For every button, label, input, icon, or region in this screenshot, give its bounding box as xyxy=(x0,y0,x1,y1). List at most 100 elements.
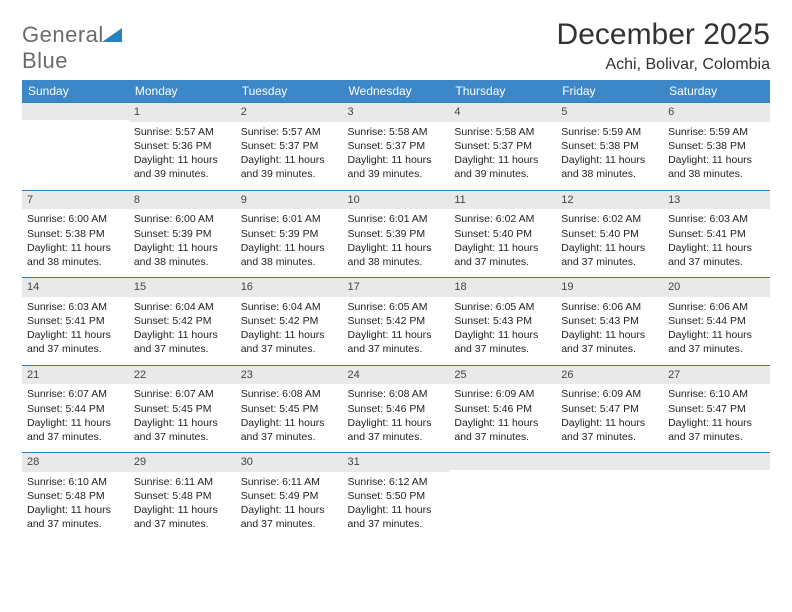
sunrise-line: Sunrise: 6:09 AM xyxy=(561,387,658,401)
day-number: 4 xyxy=(449,102,556,122)
daylight-line: Daylight: 11 hours and 37 minutes. xyxy=(348,503,445,531)
calendar-cell: 10Sunrise: 6:01 AMSunset: 5:39 PMDayligh… xyxy=(343,190,450,278)
sunset-line: Sunset: 5:36 PM xyxy=(134,139,231,153)
day-body: Sunrise: 6:01 AMSunset: 5:39 PMDaylight:… xyxy=(343,209,450,277)
calendar-week-row: 14Sunrise: 6:03 AMSunset: 5:41 PMDayligh… xyxy=(22,277,770,365)
day-number: 8 xyxy=(129,190,236,210)
sunset-line: Sunset: 5:45 PM xyxy=(241,402,338,416)
day-body: Sunrise: 5:58 AMSunset: 5:37 PMDaylight:… xyxy=(449,122,556,190)
day-body: Sunrise: 6:11 AMSunset: 5:48 PMDaylight:… xyxy=(129,472,236,540)
day-body: Sunrise: 6:12 AMSunset: 5:50 PMDaylight:… xyxy=(343,472,450,540)
sunrise-line: Sunrise: 6:00 AM xyxy=(134,212,231,226)
sunset-line: Sunset: 5:46 PM xyxy=(348,402,445,416)
day-body: Sunrise: 6:10 AMSunset: 5:47 PMDaylight:… xyxy=(663,384,770,452)
calendar-cell: 15Sunrise: 6:04 AMSunset: 5:42 PMDayligh… xyxy=(129,277,236,365)
daylight-line: Daylight: 11 hours and 38 minutes. xyxy=(561,153,658,181)
sunrise-line: Sunrise: 6:11 AM xyxy=(134,475,231,489)
day-body: Sunrise: 6:06 AMSunset: 5:43 PMDaylight:… xyxy=(556,297,663,365)
weekday-header: Sunday xyxy=(22,80,129,102)
calendar-cell xyxy=(22,102,129,190)
calendar-cell xyxy=(556,452,663,540)
calendar-cell: 20Sunrise: 6:06 AMSunset: 5:44 PMDayligh… xyxy=(663,277,770,365)
daylight-line: Daylight: 11 hours and 38 minutes. xyxy=(668,153,765,181)
day-number: 26 xyxy=(556,365,663,385)
sunset-line: Sunset: 5:50 PM xyxy=(348,489,445,503)
calendar-cell xyxy=(663,452,770,540)
calendar-cell: 28Sunrise: 6:10 AMSunset: 5:48 PMDayligh… xyxy=(22,452,129,540)
calendar-cell: 26Sunrise: 6:09 AMSunset: 5:47 PMDayligh… xyxy=(556,365,663,453)
calendar-cell: 1 Sunrise: 5:57 AMSunset: 5:36 PMDaylight… xyxy=(129,102,236,190)
sunrise-line: Sunrise: 6:02 AM xyxy=(454,212,551,226)
daylight-line: Daylight: 11 hours and 39 minutes. xyxy=(348,153,445,181)
daylight-line: Daylight: 11 hours and 39 minutes. xyxy=(134,153,231,181)
daylight-line: Daylight: 11 hours and 38 minutes. xyxy=(348,241,445,269)
weekday-header: Tuesday xyxy=(236,80,343,102)
title-block: December 2025 Achi, Bolivar, Colombia xyxy=(557,18,770,74)
sunset-line: Sunset: 5:42 PM xyxy=(134,314,231,328)
day-number: 6 xyxy=(663,102,770,122)
header: General Blue December 2025 Achi, Bolivar… xyxy=(22,18,770,74)
calendar-cell: 7Sunrise: 6:00 AMSunset: 5:38 PMDaylight… xyxy=(22,190,129,278)
sunset-line: Sunset: 5:42 PM xyxy=(348,314,445,328)
sunrise-line: Sunrise: 6:02 AM xyxy=(561,212,658,226)
calendar-cell: 19Sunrise: 6:06 AMSunset: 5:43 PMDayligh… xyxy=(556,277,663,365)
calendar-cell: 22Sunrise: 6:07 AMSunset: 5:45 PMDayligh… xyxy=(129,365,236,453)
sunset-line: Sunset: 5:48 PM xyxy=(134,489,231,503)
sunset-line: Sunset: 5:40 PM xyxy=(561,227,658,241)
logo: General Blue xyxy=(22,18,122,74)
daylight-line: Daylight: 11 hours and 37 minutes. xyxy=(134,503,231,531)
sunset-line: Sunset: 5:48 PM xyxy=(27,489,124,503)
calendar-cell: 16Sunrise: 6:04 AMSunset: 5:42 PMDayligh… xyxy=(236,277,343,365)
day-body: Sunrise: 6:03 AMSunset: 5:41 PMDaylight:… xyxy=(663,209,770,277)
daylight-line: Daylight: 11 hours and 37 minutes. xyxy=(27,328,124,356)
sunrise-line: Sunrise: 6:07 AM xyxy=(134,387,231,401)
calendar-cell: 12Sunrise: 6:02 AMSunset: 5:40 PMDayligh… xyxy=(556,190,663,278)
day-number: 12 xyxy=(556,190,663,210)
calendar-cell: 24Sunrise: 6:08 AMSunset: 5:46 PMDayligh… xyxy=(343,365,450,453)
sunrise-line: Sunrise: 6:10 AM xyxy=(27,475,124,489)
sunset-line: Sunset: 5:41 PM xyxy=(27,314,124,328)
sunrise-line: Sunrise: 6:06 AM xyxy=(668,300,765,314)
calendar-cell: 30Sunrise: 6:11 AMSunset: 5:49 PMDayligh… xyxy=(236,452,343,540)
calendar-cell: 21Sunrise: 6:07 AMSunset: 5:44 PMDayligh… xyxy=(22,365,129,453)
day-number: 25 xyxy=(449,365,556,385)
page-title: December 2025 xyxy=(557,18,770,52)
daylight-line: Daylight: 11 hours and 38 minutes. xyxy=(241,241,338,269)
day-number: 17 xyxy=(343,277,450,297)
day-body: Sunrise: 5:59 AMSunset: 5:38 PMDaylight:… xyxy=(556,122,663,190)
day-number: 3 xyxy=(343,102,450,122)
day-body: Sunrise: 6:07 AMSunset: 5:45 PMDaylight:… xyxy=(129,384,236,452)
day-number: 11 xyxy=(449,190,556,210)
day-number: 10 xyxy=(343,190,450,210)
daylight-line: Daylight: 11 hours and 37 minutes. xyxy=(241,503,338,531)
day-number: 29 xyxy=(129,452,236,472)
calendar-cell: 6Sunrise: 5:59 AMSunset: 5:38 PMDaylight… xyxy=(663,102,770,190)
day-body: Sunrise: 6:01 AMSunset: 5:39 PMDaylight:… xyxy=(236,209,343,277)
calendar-cell: 27Sunrise: 6:10 AMSunset: 5:47 PMDayligh… xyxy=(663,365,770,453)
calendar-week-row: 1Sunrise: 5:57 AMSunset: 5:36 PMDaylight… xyxy=(22,102,770,190)
day-body: Sunrise: 6:06 AMSunset: 5:44 PMDaylight:… xyxy=(663,297,770,365)
day-number: 1 xyxy=(129,102,236,122)
sunset-line: Sunset: 5:47 PM xyxy=(668,402,765,416)
weekday-header: Wednesday xyxy=(343,80,450,102)
sunrise-line: Sunrise: 5:57 AM xyxy=(134,125,231,139)
day-body: Sunrise: 6:10 AMSunset: 5:48 PMDaylight:… xyxy=(22,472,129,540)
day-body: Sunrise: 6:05 AMSunset: 5:43 PMDaylight:… xyxy=(449,297,556,365)
sunrise-line: Sunrise: 6:04 AM xyxy=(134,300,231,314)
calendar-cell: 18Sunrise: 6:05 AMSunset: 5:43 PMDayligh… xyxy=(449,277,556,365)
calendar-cell: 5Sunrise: 5:59 AMSunset: 5:38 PMDaylight… xyxy=(556,102,663,190)
day-number: 5 xyxy=(556,102,663,122)
logo-text: General Blue xyxy=(22,22,122,74)
calendar-table: SundayMondayTuesdayWednesdayThursdayFrid… xyxy=(22,80,770,540)
calendar-week-row: 28Sunrise: 6:10 AMSunset: 5:48 PMDayligh… xyxy=(22,452,770,540)
day-body: Sunrise: 6:07 AMSunset: 5:44 PMDaylight:… xyxy=(22,384,129,452)
sunrise-line: Sunrise: 6:06 AM xyxy=(561,300,658,314)
calendar-cell xyxy=(449,452,556,540)
sunset-line: Sunset: 5:37 PM xyxy=(454,139,551,153)
sunrise-line: Sunrise: 5:57 AM xyxy=(241,125,338,139)
day-body: Sunrise: 6:02 AMSunset: 5:40 PMDaylight:… xyxy=(556,209,663,277)
sunrise-line: Sunrise: 6:10 AM xyxy=(668,387,765,401)
day-number: 15 xyxy=(129,277,236,297)
sunrise-line: Sunrise: 5:59 AM xyxy=(668,125,765,139)
sunset-line: Sunset: 5:37 PM xyxy=(241,139,338,153)
